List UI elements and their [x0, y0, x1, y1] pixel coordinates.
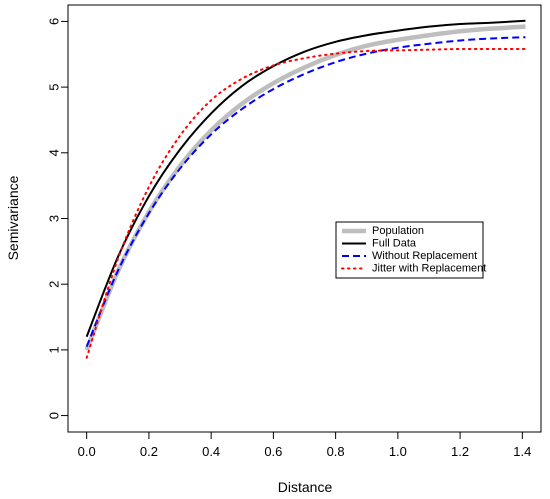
- x-axis-title: Distance: [278, 479, 333, 495]
- x-tick-label: 1.2: [451, 444, 469, 459]
- y-tick-label: 3: [47, 215, 62, 222]
- series-line-full-data: [85, 19, 526, 338]
- y-tick-label: 6: [47, 18, 62, 25]
- x-tick-label: 0.0: [78, 444, 96, 459]
- x-tick-label: 0.4: [202, 444, 220, 459]
- series-lines: [84, 19, 527, 359]
- y-tick-label: 1: [47, 346, 62, 353]
- x-tick-label: 1.0: [389, 444, 407, 459]
- x-tick-label: 0.6: [264, 444, 282, 459]
- legend-label: Population: [372, 225, 424, 237]
- x-tick-label: 1.4: [513, 444, 531, 459]
- x-tick-label: 0.2: [140, 444, 158, 459]
- y-tick-label: 5: [47, 83, 62, 90]
- x-axis: 0.0 0.2 0.4 0.6 0.8 1.0 1.2 1.4: [78, 432, 531, 459]
- series-line-jitter-with-replacement: [85, 47, 527, 359]
- y-axis-title: Semivariance: [5, 175, 21, 260]
- y-tick-label: 2: [47, 281, 62, 288]
- y-axis: 0 1 2 3 4 5 6: [47, 18, 68, 419]
- series-line-without-replacement: [85, 36, 526, 347]
- legend-label: Full Data: [372, 238, 417, 250]
- legend-label: Jitter with Replacement: [372, 263, 486, 275]
- y-tick-label: 0: [47, 412, 62, 419]
- y-tick-label: 4: [47, 149, 62, 156]
- legend-label: Without Replacement: [372, 250, 477, 262]
- x-tick-label: 0.8: [327, 444, 345, 459]
